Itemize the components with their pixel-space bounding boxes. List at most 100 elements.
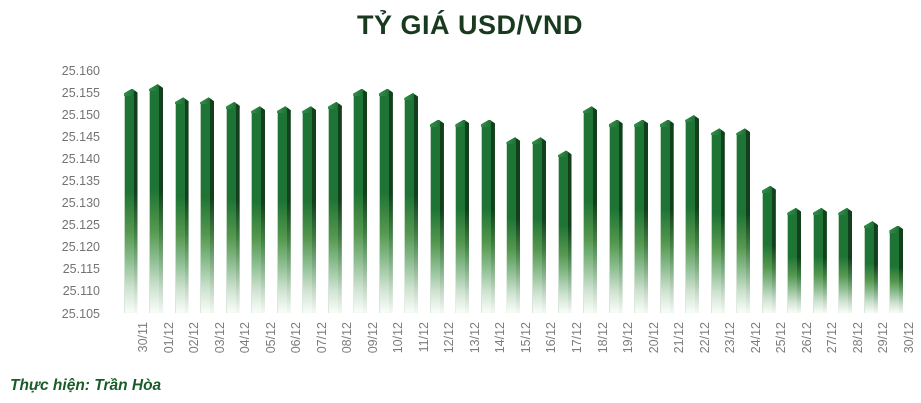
x-tick-label: 06/12 bbox=[289, 322, 304, 354]
bar bbox=[123, 88, 138, 314]
x-tick-label: 29/12 bbox=[876, 322, 891, 354]
bar bbox=[174, 97, 189, 314]
bar-side bbox=[363, 90, 368, 314]
bar bbox=[327, 101, 342, 314]
bar bbox=[455, 119, 470, 314]
x-tick-label: 08/12 bbox=[340, 322, 355, 354]
bar bbox=[736, 128, 751, 314]
bar-side bbox=[771, 187, 776, 314]
bar bbox=[302, 106, 317, 314]
x-tick-label: 12/12 bbox=[442, 322, 457, 354]
x-tick-label: 24/12 bbox=[748, 322, 763, 354]
y-tick-label: 25.140 bbox=[61, 151, 100, 166]
bar-cap bbox=[838, 207, 853, 215]
bar-cap bbox=[429, 119, 444, 127]
bar-side bbox=[593, 108, 598, 314]
x-tick-label: 22/12 bbox=[697, 322, 712, 354]
x-tick-label: 02/12 bbox=[187, 322, 202, 354]
bar-cap bbox=[608, 119, 623, 127]
bar bbox=[429, 119, 444, 314]
x-tick-label: 11/12 bbox=[416, 322, 431, 353]
bar bbox=[685, 115, 700, 314]
bar-side bbox=[618, 121, 623, 314]
bar bbox=[276, 106, 291, 314]
bar-side bbox=[439, 121, 444, 314]
x-tick-label: 04/12 bbox=[238, 322, 253, 354]
bar-cap bbox=[634, 119, 649, 127]
bar-side bbox=[720, 130, 725, 314]
bar-cap bbox=[557, 150, 572, 158]
bar-side bbox=[899, 227, 904, 314]
bar-side bbox=[337, 103, 342, 314]
y-tick-label: 25.145 bbox=[61, 129, 100, 144]
bar bbox=[480, 119, 495, 314]
bar bbox=[378, 88, 393, 314]
bar bbox=[787, 207, 802, 314]
bar-cap bbox=[276, 106, 291, 114]
bar bbox=[583, 106, 598, 314]
bar-side bbox=[873, 223, 878, 314]
bar-side bbox=[695, 117, 700, 314]
bar-side bbox=[286, 108, 291, 314]
bar-cap bbox=[225, 101, 240, 109]
x-tick-label: 21/12 bbox=[672, 322, 687, 354]
x-tick-label: 16/12 bbox=[544, 322, 559, 354]
bar-cap bbox=[378, 88, 393, 96]
y-tick-label: 25.125 bbox=[61, 218, 100, 233]
bar-side bbox=[184, 99, 189, 314]
bar bbox=[353, 88, 368, 314]
bar-side bbox=[235, 103, 240, 314]
x-tick-label: 30/11 bbox=[136, 322, 150, 353]
x-tick-label: 13/12 bbox=[467, 322, 482, 354]
bar-cap bbox=[685, 115, 700, 123]
bar-side bbox=[133, 90, 138, 314]
bar-side bbox=[822, 209, 827, 314]
bar-side bbox=[669, 121, 674, 314]
bar-side bbox=[516, 139, 521, 314]
bar-side bbox=[414, 95, 419, 314]
x-tick-label: 17/12 bbox=[570, 322, 584, 354]
bar bbox=[506, 137, 521, 314]
x-tick-label: 23/12 bbox=[723, 322, 738, 354]
x-tick-label: 01/12 bbox=[161, 322, 176, 354]
y-tick-label: 25.160 bbox=[61, 63, 100, 78]
bar-side bbox=[388, 90, 393, 314]
y-tick-label: 25.155 bbox=[61, 85, 100, 100]
x-tick-label: 14/12 bbox=[493, 322, 508, 354]
bar bbox=[889, 225, 904, 314]
bar-cap bbox=[200, 97, 215, 105]
x-tick-label: 19/12 bbox=[621, 322, 636, 354]
bar bbox=[200, 97, 215, 314]
x-tick-label: 26/12 bbox=[799, 322, 814, 354]
bar-cap bbox=[455, 119, 470, 127]
bar-side bbox=[848, 209, 853, 314]
bar-cap bbox=[149, 84, 164, 92]
bar-cap bbox=[353, 88, 368, 96]
x-tick-label: 18/12 bbox=[595, 322, 610, 354]
bar bbox=[225, 101, 240, 314]
bar-side bbox=[746, 130, 751, 314]
bar-cap bbox=[787, 207, 802, 215]
bar bbox=[838, 207, 853, 314]
bar bbox=[710, 128, 725, 314]
y-tick-label: 25.135 bbox=[61, 173, 100, 188]
bar-side bbox=[465, 121, 470, 314]
x-tick-label: 07/12 bbox=[314, 322, 329, 354]
bar-side bbox=[644, 121, 649, 314]
bar bbox=[761, 185, 776, 314]
bar bbox=[634, 119, 649, 314]
bar-cap bbox=[404, 93, 419, 100]
bar-cap bbox=[889, 225, 904, 233]
bar-cap bbox=[761, 185, 776, 193]
bar-cap bbox=[174, 97, 189, 105]
bar bbox=[812, 207, 827, 314]
bar-cap bbox=[736, 128, 751, 136]
bar bbox=[404, 93, 419, 314]
x-tick-label: 28/12 bbox=[850, 322, 865, 354]
bar-cap bbox=[531, 137, 546, 145]
x-tick-label: 03/12 bbox=[212, 322, 227, 354]
bar-side bbox=[312, 108, 317, 314]
x-tick-label: 09/12 bbox=[365, 322, 380, 354]
bar bbox=[659, 119, 674, 314]
